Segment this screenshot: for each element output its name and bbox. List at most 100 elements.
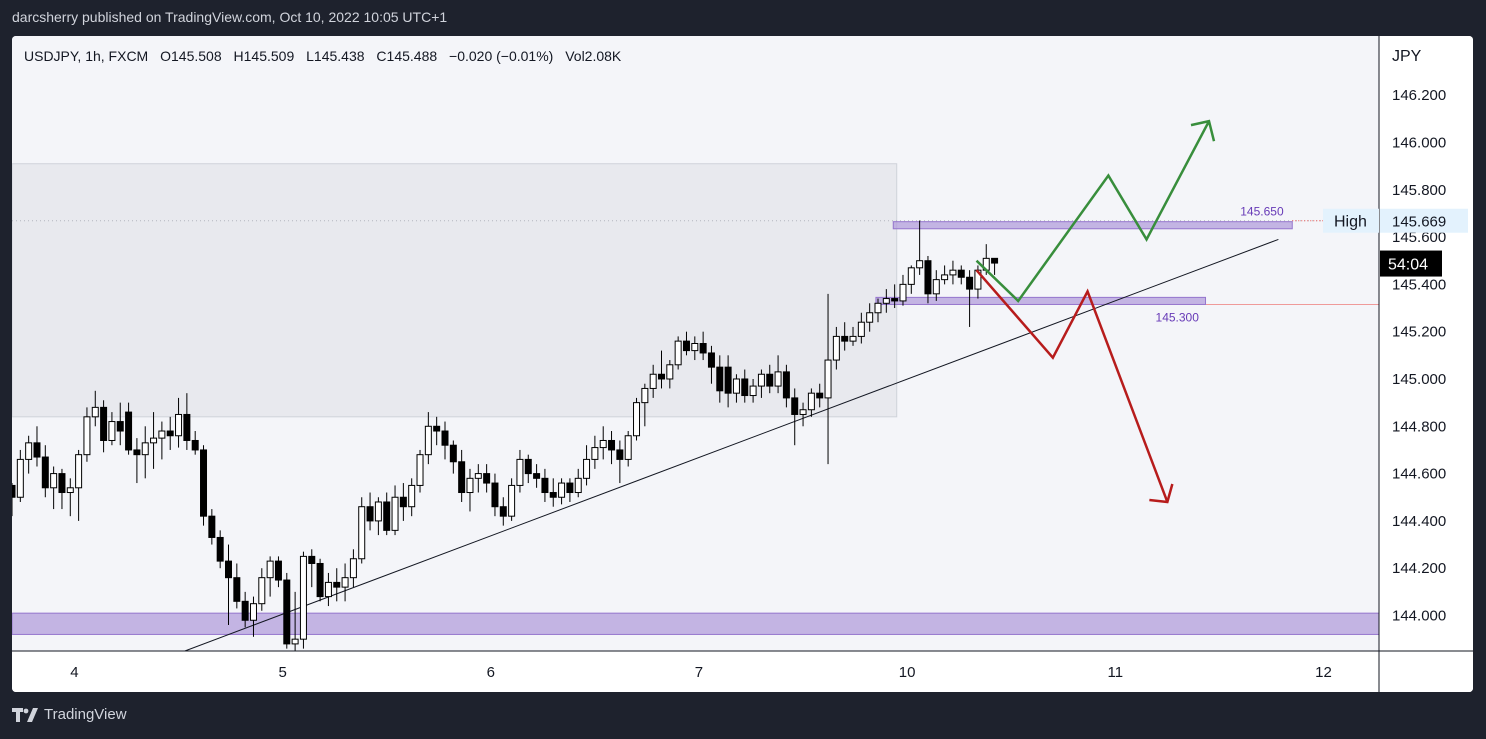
candle-body-36 bbox=[308, 555, 316, 564]
candle-body-25 bbox=[216, 536, 224, 562]
legend-volume: Vol2.08K bbox=[565, 48, 622, 64]
candle-body-48 bbox=[408, 484, 416, 508]
candle-body-81 bbox=[682, 340, 690, 352]
candle-body-51 bbox=[433, 425, 441, 432]
candle-body-76 bbox=[641, 387, 649, 404]
candle-body-21 bbox=[183, 413, 191, 441]
y-tick-146.200: 146.200 bbox=[1392, 87, 1446, 104]
zones-layer: 145.650 145.300 bbox=[12, 205, 1380, 635]
bullish-projection-path bbox=[975, 120, 1211, 303]
chart-svg[interactable]: 145.650 145.300 146.200 146.000 145.800 145.… bbox=[12, 36, 1473, 692]
candle-body-14 bbox=[125, 411, 133, 451]
candle-body-69 bbox=[583, 458, 591, 479]
candle-body-94 bbox=[791, 397, 799, 415]
candle-body-102 bbox=[857, 321, 865, 337]
candle-body-11 bbox=[100, 406, 108, 441]
candle-body-104 bbox=[874, 302, 882, 314]
candle-body-97 bbox=[816, 392, 824, 399]
candle-body-106 bbox=[891, 298, 899, 302]
candle-body-115 bbox=[966, 276, 974, 290]
legend-high: H145.509 bbox=[234, 48, 295, 64]
candle-body-34 bbox=[291, 638, 299, 645]
candle-body-27 bbox=[233, 577, 241, 602]
projection-paths-layer bbox=[975, 119, 1216, 504]
range-box-layer bbox=[12, 163, 1379, 418]
candle-body-103 bbox=[866, 312, 874, 323]
axes-layer: 146.200 146.000 145.800 145.600 145.400 145.2… bbox=[12, 36, 1473, 692]
candle-body-52 bbox=[441, 430, 449, 446]
candle-body-60 bbox=[508, 484, 516, 517]
candle-body-55 bbox=[466, 477, 474, 494]
chart-panel[interactable]: 145.650 145.300 146.200 146.000 145.800 145.… bbox=[12, 36, 1473, 692]
y-tick-144.600: 144.600 bbox=[1392, 466, 1446, 483]
candle-body-6 bbox=[58, 473, 66, 494]
publisher-caption: darcsherry published on TradingView.com,… bbox=[12, 9, 448, 25]
candle-body-38 bbox=[324, 581, 332, 598]
candle-body-50 bbox=[424, 425, 432, 456]
candle-body-75 bbox=[633, 402, 641, 437]
legend-change: −0.020 (−0.01%) bbox=[449, 48, 553, 64]
candle-body-78 bbox=[658, 373, 665, 380]
candle-body-17 bbox=[150, 437, 158, 444]
candle-body-39 bbox=[333, 581, 341, 588]
candle-body-41 bbox=[349, 558, 357, 579]
candle-body-59 bbox=[499, 506, 507, 517]
candle-body-18 bbox=[158, 430, 166, 439]
candle-body-20 bbox=[175, 413, 183, 437]
x-tick-11: 11 bbox=[1108, 664, 1124, 681]
candle-body-112 bbox=[941, 274, 949, 281]
candle-body-105 bbox=[882, 298, 890, 304]
y-tick-144.200: 144.200 bbox=[1392, 560, 1446, 577]
candle-body-66 bbox=[558, 482, 566, 498]
y-tick-145.000: 145.000 bbox=[1392, 371, 1446, 388]
candle-body-111 bbox=[932, 279, 940, 295]
candle-body-61 bbox=[516, 458, 524, 486]
candle-body-19 bbox=[166, 430, 174, 437]
candle-body-1 bbox=[16, 458, 24, 498]
high-tag-label-bg bbox=[1323, 208, 1379, 233]
price-zone-2 bbox=[875, 296, 1207, 305]
candle-body-107 bbox=[899, 283, 907, 302]
candle-body-93 bbox=[782, 371, 790, 399]
candles-layer bbox=[12, 220, 999, 654]
ohlc-legend: USDJPY, 1h, FXCM O145.508 H145.509 L145.… bbox=[24, 48, 622, 64]
candle-body-113 bbox=[949, 269, 957, 276]
candle-body-65 bbox=[549, 492, 557, 498]
candle-body-10 bbox=[91, 406, 99, 418]
x-tick-5: 5 bbox=[278, 664, 286, 681]
x-tick-12: 12 bbox=[1315, 664, 1332, 681]
legend-open: O145.508 bbox=[160, 48, 222, 64]
candle-body-77 bbox=[649, 373, 657, 389]
price-zone-3 bbox=[12, 612, 1380, 635]
candle-body-91 bbox=[766, 373, 774, 387]
candle-body-12 bbox=[108, 421, 116, 441]
x-tick-4: 4 bbox=[70, 664, 78, 681]
time-scale-bg bbox=[12, 651, 1473, 692]
candle-body-47 bbox=[399, 496, 407, 508]
candle-body-29 bbox=[249, 603, 257, 621]
candle-body-2 bbox=[25, 442, 33, 460]
candle-body-82 bbox=[691, 343, 699, 352]
y-tick-144.400: 144.400 bbox=[1392, 513, 1446, 530]
candle-body-16 bbox=[141, 442, 149, 456]
candle-body-53 bbox=[449, 444, 457, 463]
candle-body-32 bbox=[274, 560, 282, 581]
legend-close: C145.488 bbox=[376, 48, 437, 64]
candle-body-9 bbox=[83, 416, 91, 456]
candle-body-58 bbox=[491, 482, 499, 508]
candle-body-68 bbox=[574, 477, 582, 494]
countdown-tag-label: 54:04 bbox=[1388, 257, 1428, 274]
tradingview-footer[interactable]: TradingView bbox=[12, 706, 127, 723]
y-tick-146.000: 146.000 bbox=[1392, 134, 1446, 151]
consolidation-range-box bbox=[12, 163, 898, 418]
candle-body-90 bbox=[757, 373, 765, 387]
candle-body-35 bbox=[299, 555, 307, 640]
candle-body-84 bbox=[707, 352, 715, 368]
candle-body-89 bbox=[749, 385, 757, 397]
high-tag-label: High bbox=[1334, 214, 1367, 231]
candle-body-73 bbox=[616, 449, 624, 460]
legend-low: L145.438 bbox=[306, 48, 365, 64]
bearish-projection-path bbox=[975, 269, 1169, 503]
candle-body-33 bbox=[283, 579, 291, 645]
y-tick-145.600: 145.600 bbox=[1392, 229, 1446, 246]
